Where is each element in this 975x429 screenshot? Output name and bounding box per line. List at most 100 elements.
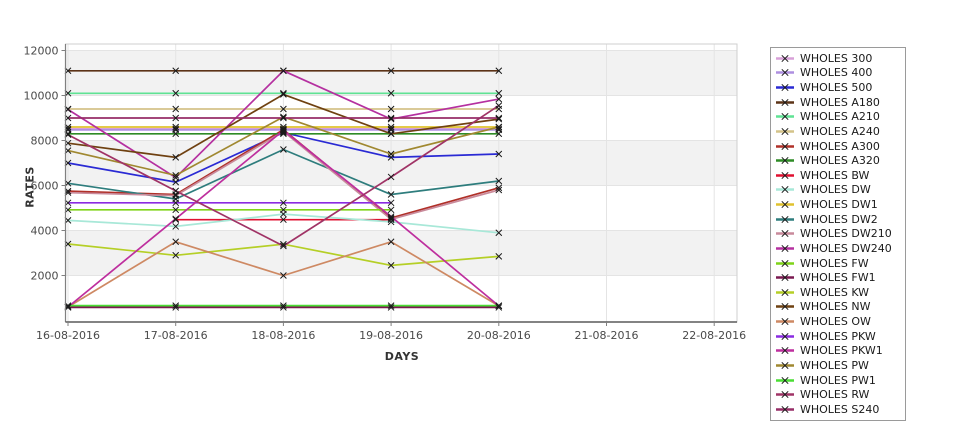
x-tick-label: 18-08-2016 <box>251 329 315 342</box>
legend-marker-x-icon <box>781 157 789 165</box>
legend-swatch-WHOLES-DW1 <box>776 201 794 209</box>
point-marker <box>387 262 395 269</box>
legend-marker-x-icon <box>781 318 789 326</box>
legend-item: WHOLES 300 <box>775 51 905 65</box>
legend-label: WHOLES PKW1 <box>800 344 883 358</box>
point-marker <box>172 67 180 75</box>
legend-item: WHOLES FW1 <box>775 271 905 285</box>
point-marker <box>172 154 180 161</box>
legend-item: WHOLES DW1 <box>775 198 905 212</box>
legend-item: WHOLES DW <box>775 183 905 197</box>
point-marker <box>495 184 503 192</box>
point-marker <box>387 150 395 158</box>
legend-marker-x-icon <box>781 127 789 135</box>
legend-label: WHOLES DW1 <box>800 198 878 212</box>
point-marker <box>495 302 503 310</box>
legend-marker-x-icon <box>781 376 789 384</box>
point-marker <box>387 67 395 75</box>
legend-swatch-WHOLES-NW <box>776 303 794 311</box>
legend-marker-x-icon <box>781 171 789 179</box>
point-marker <box>387 115 395 123</box>
point-marker <box>495 95 503 103</box>
legend-item: WHOLES PW1 <box>775 373 905 387</box>
legend-item: WHOLES 500 <box>775 81 905 95</box>
legend-marker-x-icon <box>781 186 789 194</box>
y-tick-label: 12000 <box>24 45 59 58</box>
point-marker <box>280 105 287 113</box>
y-tick-label: 6000 <box>31 180 59 193</box>
legend-item: WHOLES DW2 <box>775 212 905 226</box>
legend-label: WHOLES 400 <box>800 66 873 80</box>
legend-label: WHOLES DW210 <box>800 227 892 241</box>
legend-marker-x-icon <box>781 230 789 238</box>
legend-marker-x-icon <box>781 215 789 223</box>
legend-label: WHOLES 300 <box>800 51 873 65</box>
point-marker <box>280 304 287 311</box>
point-marker <box>387 105 395 113</box>
legend-label: WHOLES PW1 <box>800 373 876 387</box>
point-marker <box>495 115 503 123</box>
gridlines <box>65 44 737 322</box>
point-marker <box>387 191 395 198</box>
point-marker <box>172 192 180 199</box>
legend-swatch-WHOLES-A320 <box>776 157 794 165</box>
legend-marker-x-icon <box>781 54 789 62</box>
legend-marker-x-icon <box>781 288 789 296</box>
point-marker <box>495 114 503 122</box>
point-marker <box>387 199 395 207</box>
point-marker <box>387 173 395 181</box>
point-marker <box>280 216 287 224</box>
legend-marker-x-icon <box>781 303 789 311</box>
legend-swatch-WHOLES-S240 <box>776 405 794 413</box>
point-marker <box>172 174 180 181</box>
y-tick-label: 4000 <box>31 225 59 238</box>
point-marker <box>495 89 503 97</box>
point-marker <box>495 186 503 194</box>
point-marker <box>172 302 180 310</box>
point-marker <box>387 114 395 122</box>
point-marker <box>387 238 395 246</box>
point-marker <box>387 89 395 97</box>
legend-label: WHOLES DW240 <box>800 241 892 255</box>
point-marker <box>280 199 287 207</box>
legend-swatch-WHOLES-FW1 <box>776 274 794 282</box>
legend-label: WHOLES DW <box>800 183 871 197</box>
legend-item: WHOLES OW <box>775 315 905 329</box>
legend-item: WHOLES BW <box>775 168 905 182</box>
point-marker <box>280 91 287 98</box>
point-marker <box>387 125 395 133</box>
point-marker <box>172 304 180 311</box>
legend-label: WHOLES RW <box>800 388 870 402</box>
point-marker <box>387 123 395 131</box>
legend-marker-x-icon <box>781 405 789 413</box>
legend-marker-x-icon <box>781 332 789 340</box>
legend-item: WHOLES RW <box>775 388 905 402</box>
y-tick-label: 10000 <box>24 90 59 103</box>
legend-marker-x-icon <box>781 84 789 92</box>
point-marker <box>172 215 180 223</box>
band <box>65 140 737 186</box>
legend-item: WHOLES A300 <box>775 139 905 153</box>
x-tick-label: 20-08-2016 <box>467 329 531 342</box>
point-marker <box>387 213 395 220</box>
legend-item: WHOLES DW210 <box>775 227 905 241</box>
legend-marker-x-icon <box>781 98 789 106</box>
point-marker <box>280 302 287 310</box>
legend-swatch-WHOLES-A240 <box>776 127 794 135</box>
point-marker <box>280 113 287 121</box>
point-marker <box>172 172 180 179</box>
band <box>65 230 737 276</box>
point-marker <box>280 272 287 279</box>
legend-swatch-WHOLES-PKW1 <box>776 347 794 355</box>
legend-item: WHOLES A210 <box>775 110 905 124</box>
point-marker <box>172 223 180 230</box>
y-tick-label: 2000 <box>31 270 59 283</box>
legend-swatch-WHOLES-400 <box>776 69 794 77</box>
legend-marker-x-icon <box>781 69 789 77</box>
legend-label: WHOLES NW <box>800 300 871 314</box>
legend-swatch-WHOLES-KW <box>776 288 794 296</box>
legend-swatch-WHOLES-BW <box>776 171 794 179</box>
point-marker <box>172 123 180 131</box>
point-marker <box>172 89 180 97</box>
